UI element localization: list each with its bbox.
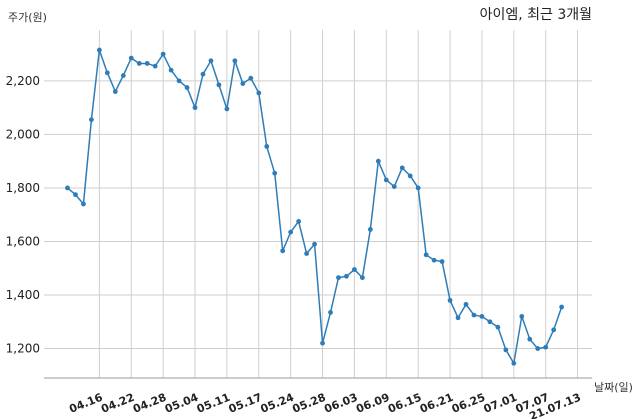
data-point: [320, 340, 325, 346]
data-point: [120, 73, 126, 78]
x-tick-labels: 04.1604.2204.2805.0405.1105.1705.2405.28…: [67, 391, 582, 419]
data-point: [415, 185, 421, 191]
data-point: [73, 192, 78, 198]
data-points: [65, 47, 565, 366]
data-point: [527, 336, 533, 342]
data-point: [503, 347, 509, 353]
data-point: [96, 47, 102, 53]
series-line: [67, 49, 563, 366]
data-point: [272, 170, 278, 176]
data-point: [312, 241, 317, 247]
data-point: [511, 360, 517, 366]
data-point: [160, 51, 166, 57]
data-point: [240, 81, 246, 86]
data-point: [559, 304, 565, 310]
data-point: [439, 259, 445, 264]
data-point: [168, 67, 174, 73]
data-point: [192, 105, 198, 111]
data-point: [144, 61, 150, 66]
data-point: [232, 58, 238, 64]
data-point: [447, 297, 453, 303]
data-point: [200, 71, 206, 77]
data-point: [383, 177, 389, 183]
data-point: [495, 324, 501, 330]
data-point: [176, 78, 182, 84]
y-tick-label: 1,200: [6, 342, 40, 356]
y-axis-label: 주가(원): [8, 11, 47, 24]
data-point: [224, 106, 230, 112]
y-tick-label: 2,200: [6, 74, 40, 88]
data-point: [375, 158, 381, 164]
data-point: [471, 312, 477, 318]
y-tick-label: 1,800: [6, 181, 40, 195]
data-point: [89, 117, 94, 123]
data-point: [463, 301, 469, 307]
y-tick-label: 1,600: [6, 234, 40, 248]
data-point: [399, 165, 405, 171]
y-tick-labels: 1,200 1,400 1,600 1,800 2,000 2,200: [6, 74, 40, 356]
data-point: [344, 273, 349, 279]
data-point: [359, 275, 365, 281]
data-point: [535, 346, 541, 351]
data-point: [104, 70, 110, 76]
data-point: [248, 75, 254, 81]
data-point: [296, 219, 302, 224]
data-point: [304, 251, 309, 256]
data-point: [367, 227, 373, 232]
grid: [44, 30, 592, 378]
data-point: [391, 184, 397, 190]
data-point: [264, 144, 270, 149]
data-point: [128, 55, 134, 61]
data-point: [81, 201, 86, 207]
data-point: [519, 314, 525, 319]
data-point: [136, 61, 142, 66]
data-point: [65, 185, 70, 191]
data-point: [551, 327, 557, 333]
data-point: [208, 58, 214, 64]
data-point: [431, 257, 437, 263]
data-point: [280, 248, 286, 254]
data-point: [336, 275, 341, 281]
x-axis-label: 날짜(일): [594, 380, 633, 394]
y-tick-label: 2,000: [6, 127, 40, 141]
data-point: [487, 319, 493, 325]
data-point: [184, 85, 190, 90]
data-point: [328, 310, 333, 315]
data-point: [423, 252, 429, 258]
data-point: [479, 314, 485, 319]
chart-title: 아이엠, 최근 3개월: [480, 7, 592, 23]
data-point: [112, 89, 118, 94]
data-point: [152, 63, 158, 69]
data-point: [407, 173, 413, 179]
data-point: [455, 315, 461, 321]
data-point: [216, 82, 222, 88]
y-tick-label: 1,400: [6, 288, 40, 302]
data-point: [256, 90, 262, 96]
data-point: [288, 229, 294, 235]
data-point: [543, 344, 549, 350]
data-point: [352, 267, 357, 272]
